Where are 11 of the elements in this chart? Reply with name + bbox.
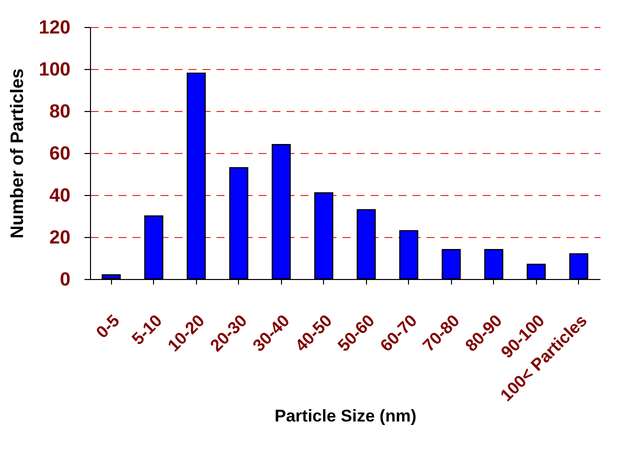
y-tick-label: 80 — [49, 102, 70, 122]
y-tick-label: 0 — [60, 270, 70, 290]
y-tick-label: 120 — [38, 18, 70, 38]
y-tick-label: 100 — [38, 60, 70, 80]
x-tick-label: 5-10 — [128, 311, 166, 349]
y-tick-label: 20 — [49, 228, 70, 248]
y-tick-label: 60 — [49, 144, 70, 164]
y-tick-label: 40 — [49, 186, 70, 206]
x-tick-label: 0-5 — [92, 311, 124, 342]
x-axis-title: Particle Size (nm) — [274, 406, 416, 426]
y-axis-title: Number of Particles — [6, 68, 27, 239]
